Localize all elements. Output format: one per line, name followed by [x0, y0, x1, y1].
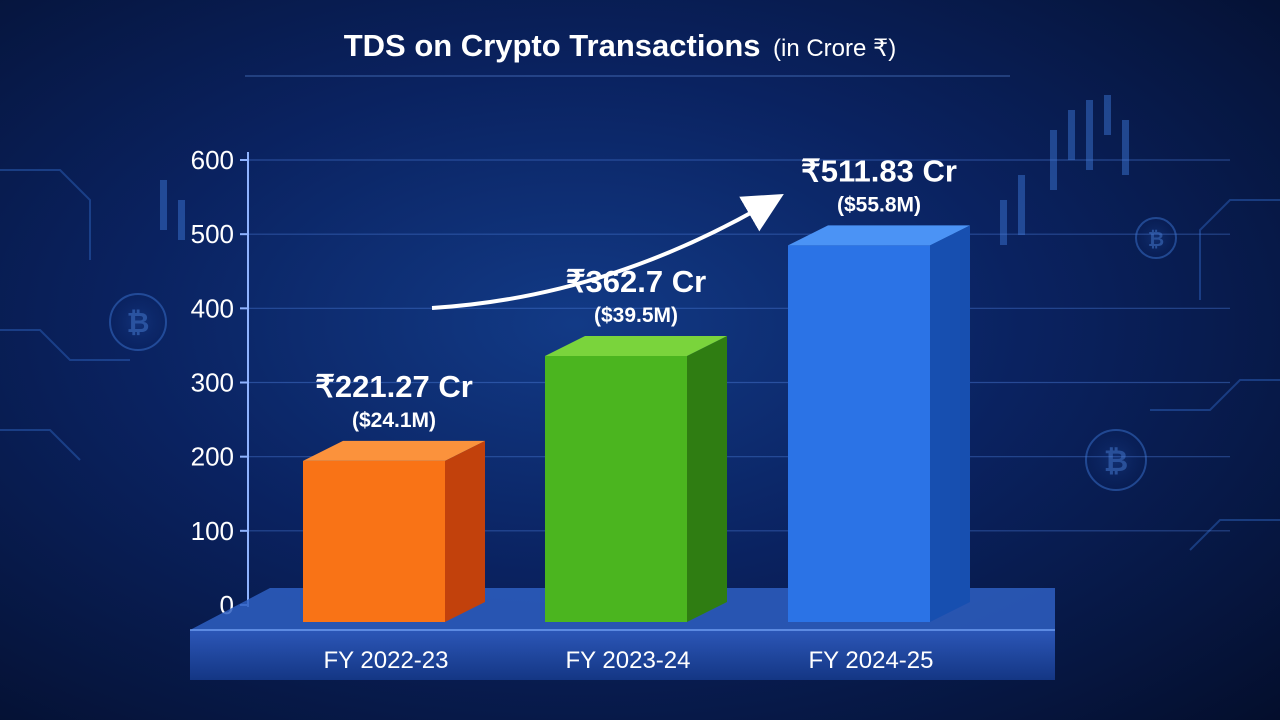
bar-side [687, 335, 727, 622]
floor-front [190, 630, 1055, 680]
svg-text:₿: ₿ [127, 307, 150, 338]
usd-label: ($55.8M) [837, 193, 921, 216]
value-label: ₹511.83 Cr [801, 153, 957, 188]
bar-front [303, 460, 445, 622]
x-axis-categories: FY 2022-23 FY 2023-24 FY 2024-25 [324, 647, 934, 674]
y-tick-label: 400 [191, 293, 234, 323]
circuit-lines [0, 169, 1280, 551]
y-tick-label: 600 [191, 145, 234, 175]
bar-side [930, 225, 970, 622]
y-tick-label: 200 [191, 442, 234, 472]
y-tick-label: 300 [191, 368, 234, 398]
bar-front [545, 355, 687, 622]
y-tick-label: 500 [191, 219, 234, 249]
bar-top [545, 335, 727, 356]
chart-title: TDS on Crypto Transactions (in Crore ₹) [344, 28, 897, 63]
bar-fy-2023-24 [545, 335, 727, 622]
usd-label: ($39.5M) [594, 304, 678, 327]
x-category-label: FY 2022-23 [324, 647, 449, 674]
background-decoration: ₿ ₿ ₿ [0, 95, 1280, 551]
trend-arrow-layer [431, 193, 784, 310]
bar-front [788, 245, 930, 622]
x-category-label: FY 2024-25 [809, 647, 934, 674]
value-labels: ₹221.27 Cr ($24.1M) ₹362.7 Cr ($39.5M) ₹511.… [315, 153, 957, 431]
bitcoin-coin-right-bottom: ₿ [1085, 429, 1147, 491]
bar-fy-2022-23 [303, 440, 485, 622]
bars [303, 225, 970, 622]
svg-text:₿: ₿ [1148, 229, 1164, 251]
value-label: ₹221.27 Cr [315, 369, 473, 404]
bitcoin-coin-left: ₿ [109, 293, 167, 351]
x-category-label: FY 2023-24 [566, 647, 691, 674]
trend-arrow [431, 193, 784, 310]
value-label: ₹362.7 Cr [566, 264, 706, 299]
bar-top [303, 440, 485, 461]
usd-label: ($24.1M) [352, 409, 436, 432]
candlestick-pattern [160, 95, 1129, 245]
bar-top [788, 225, 970, 246]
bitcoin-coin-right-top: ₿ [1135, 217, 1177, 259]
chart-title-unit: (in Crore ₹) [773, 35, 896, 62]
bar-side [445, 440, 485, 622]
y-tick-label: 100 [191, 516, 234, 546]
svg-text:₿: ₿ [1104, 445, 1128, 478]
chart-title-main: TDS on Crypto Transactions [344, 28, 761, 63]
bar-fy-2024-25 [788, 225, 970, 622]
